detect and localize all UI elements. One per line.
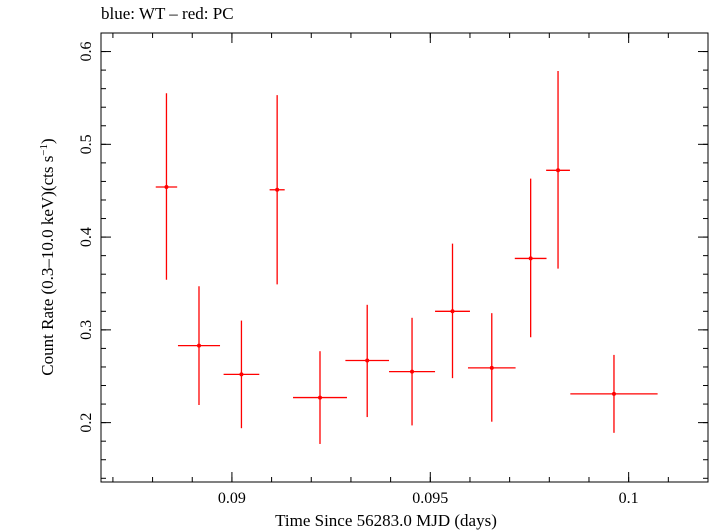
data-marker bbox=[450, 309, 455, 314]
y-tick-label: 0.2 bbox=[78, 413, 95, 433]
tick-labels: 0.09 0.095 0.1 0.2 0.3 0.4 0.5 0.6 bbox=[78, 42, 639, 507]
axis-ticks bbox=[101, 33, 708, 482]
data-marker bbox=[365, 358, 370, 363]
data-point bbox=[435, 243, 470, 379]
data-point bbox=[514, 178, 547, 338]
data-marker bbox=[489, 365, 494, 370]
data-point bbox=[223, 320, 260, 429]
y-tick-label: 0.5 bbox=[78, 134, 95, 154]
data-point bbox=[345, 304, 390, 418]
data-point bbox=[177, 286, 221, 406]
y-axis-label-sup: −1 bbox=[38, 144, 50, 156]
data-points bbox=[155, 71, 658, 444]
chart-title: blue: WT – red: PC bbox=[101, 4, 234, 23]
data-marker bbox=[275, 187, 280, 192]
x-tick-label: 0.095 bbox=[412, 490, 448, 507]
x-tick-label: 0.09 bbox=[218, 490, 246, 507]
y-axis-label: Count Rate (0.3–10.0 keV)(cts s−1) bbox=[38, 138, 57, 375]
data-marker bbox=[556, 168, 561, 173]
data-point bbox=[293, 351, 347, 444]
data-marker bbox=[196, 343, 201, 348]
y-tick-label: 0.6 bbox=[78, 42, 95, 62]
data-marker bbox=[317, 395, 322, 400]
data-marker bbox=[410, 369, 415, 374]
data-point bbox=[389, 317, 436, 426]
plot-frame bbox=[100, 32, 709, 483]
y-tick-label: 0.3 bbox=[78, 320, 95, 340]
y-tick-label: 0.4 bbox=[78, 227, 95, 247]
x-axis-label: Time Since 56283.0 MJD (days) bbox=[275, 511, 497, 530]
data-point bbox=[570, 354, 658, 433]
data-marker bbox=[239, 372, 244, 377]
data-marker bbox=[611, 391, 616, 396]
data-point bbox=[269, 95, 285, 285]
data-marker bbox=[528, 256, 533, 261]
data-point bbox=[467, 313, 516, 422]
data-point bbox=[155, 93, 178, 280]
data-point bbox=[546, 71, 570, 269]
y-axis-label-end: ) bbox=[38, 138, 57, 144]
data-marker bbox=[164, 184, 169, 189]
y-axis-label-main: Count Rate (0.3–10.0 keV)(cts s bbox=[38, 156, 57, 376]
x-tick-label: 0.1 bbox=[619, 490, 639, 507]
